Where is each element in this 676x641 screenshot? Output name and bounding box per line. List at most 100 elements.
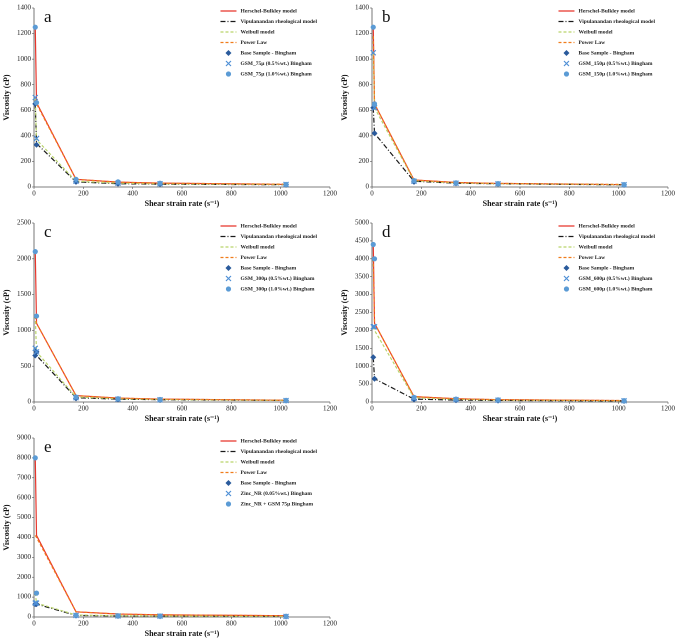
x-tick-label: 0: [32, 620, 36, 628]
y-tick-label: 0: [28, 183, 32, 191]
x-tick-label: 0: [32, 190, 36, 198]
y-axis-title: Viscosity (cP): [340, 289, 349, 335]
model-line: [372, 357, 625, 402]
y-tick-label: 1000: [17, 326, 32, 334]
legend-label: Weibull model: [578, 244, 613, 250]
x-tick-label: 1200: [661, 405, 676, 413]
legend-marker: [225, 50, 232, 56]
y-tick-label: 3500: [355, 272, 370, 280]
x-tick-label: 400: [127, 405, 138, 413]
x-tick-label: 600: [177, 620, 188, 628]
y-tick-label: 1200: [355, 29, 370, 37]
x-tick-label: 0: [32, 405, 36, 413]
data-point: [370, 241, 376, 248]
y-axis-title: Viscosity (cP): [2, 289, 11, 335]
x-tick-label: 0: [370, 190, 374, 198]
y-tick-label: 800: [21, 80, 32, 88]
x-tick-label: 400: [465, 405, 476, 413]
x-tick-label: 400: [465, 190, 476, 198]
x-tick-label: 400: [127, 620, 138, 628]
x-tick-label: 200: [416, 190, 427, 198]
x-tick-label: 600: [177, 190, 188, 198]
legend-label: GSM_600μ (0.5%wt.) Bingham: [578, 275, 652, 282]
legend-label: GSM_600μ (1.0%wt.) Bingham: [578, 285, 652, 292]
data-point: [621, 398, 627, 404]
y-tick-label: 0: [28, 613, 32, 621]
data-point: [115, 613, 121, 619]
x-tick-label: 1200: [661, 190, 676, 198]
legend-marker: [563, 60, 570, 67]
x-tick-label: 800: [564, 190, 575, 198]
data-point: [495, 181, 501, 187]
legend-label: Weibull model: [578, 29, 613, 35]
data-point: [495, 397, 501, 403]
data-point: [115, 179, 121, 185]
data-point: [370, 323, 377, 330]
data-point: [32, 249, 38, 255]
legend-label: Herschel-Bulkley model: [240, 438, 297, 444]
legend-marker: [225, 480, 232, 486]
y-tick-label: 6000: [17, 493, 32, 501]
y-axis-title: Viscosity (cP): [340, 74, 349, 120]
data-point: [32, 600, 39, 607]
y-tick-label: 800: [359, 80, 370, 88]
y-tick-label: 1400: [355, 4, 370, 12]
chart-panel: 0 200 400 600 800 1000 1200 1400 0 200 400 600 800 10…: [340, 4, 676, 208]
model-line: [34, 535, 287, 617]
legend-label: Vipulanandan rheological model: [578, 234, 655, 240]
model-line: [34, 99, 287, 185]
y-tick-label: 8000: [17, 453, 32, 461]
panel-label: a: [44, 7, 52, 26]
x-tick-label: 600: [515, 405, 526, 413]
legend-marker: [225, 490, 232, 497]
legend-label: Base Sample - Bingham: [578, 265, 634, 271]
y-tick-label: 2500: [355, 308, 370, 316]
legend-label: Base Sample - Bingham: [240, 265, 296, 271]
legend-label: Base Sample - Bingham: [578, 50, 634, 56]
legend-label: GSM_150μ (0.5%wt.) Bingham: [578, 60, 652, 67]
y-tick-label: 500: [359, 380, 370, 388]
chart-panel: 0 200 400 600 800 1000 1200 1400 0 200 400 600 800 10…: [2, 4, 338, 208]
panel-label: b: [382, 7, 391, 26]
y-tick-label: 600: [359, 106, 370, 114]
data-point: [283, 613, 289, 620]
legend-marker: [225, 286, 232, 292]
data-point: [73, 176, 79, 182]
legend-label: Power Law: [240, 40, 267, 46]
data-point: [370, 49, 377, 56]
x-tick-label: 800: [226, 620, 237, 628]
y-tick-label: 1500: [355, 344, 370, 352]
chart-panel: 0500100015002000250030003500400045005000…: [340, 219, 676, 423]
data-point: [32, 345, 39, 352]
chart-panel: 0 1000 2000 3000 4000 5000 6000 7000 8000 9000 0 20…: [2, 434, 338, 638]
y-tick-label: 9000: [17, 434, 32, 442]
legend-label: Vipulanandan rheological model: [240, 234, 317, 240]
x-tick-label: 200: [78, 620, 89, 628]
x-tick-label: 1200: [323, 620, 338, 628]
legend-label: GSM_75μ (0.5%wt.) Bingham: [240, 60, 312, 67]
x-tick-label: 800: [226, 190, 237, 198]
y-tick-label: 3000: [17, 553, 32, 561]
model-line: [34, 251, 287, 401]
legend-label: Herschel-Bulkley model: [578, 223, 635, 229]
y-tick-label: 400: [21, 131, 32, 139]
data-point: [73, 394, 79, 400]
data-point: [33, 348, 40, 355]
model-line: [34, 97, 287, 186]
data-point: [33, 600, 40, 607]
y-tick-label: 7000: [17, 473, 32, 481]
legend-label: Herschel-Bulkley model: [240, 223, 297, 229]
data-point: [371, 323, 378, 330]
legend-label: Weibull model: [240, 29, 275, 35]
panel-label: d: [382, 222, 391, 241]
data-point: [73, 612, 79, 618]
x-tick-label: 1000: [612, 405, 627, 413]
x-axis-title: Shear strain rate (s⁻¹): [145, 199, 220, 208]
legend-label: Base Sample - Bingham: [240, 50, 296, 56]
y-tick-label: 1000: [355, 55, 370, 63]
data-point: [370, 354, 377, 361]
model-line: [372, 258, 625, 402]
y-tick-label: 1200: [17, 29, 32, 37]
data-point: [371, 104, 378, 111]
legend-marker: [225, 265, 232, 271]
